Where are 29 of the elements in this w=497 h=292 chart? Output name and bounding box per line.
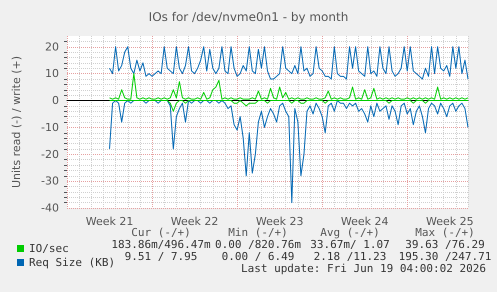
x-tick-label: Week 23 [256, 215, 304, 228]
text: 9.51 / 7.95 [124, 250, 198, 263]
x-tick-label: Week 25 [426, 215, 474, 228]
y-tick-label: 0 [52, 94, 59, 107]
text: Max (-/+) [415, 226, 475, 239]
text: Last update: Fri Jun 19 04:00:02 2026 [240, 262, 486, 275]
y-tick-label: 10 [45, 67, 59, 80]
text: 183.86m/496.47m [111, 238, 212, 251]
y-tick-label: -20 [41, 148, 59, 161]
text: 0.00 /820.76m [214, 238, 302, 251]
text: 33.67m/ 1.07 [310, 238, 390, 251]
text: 0.00 / 6.49 [222, 250, 294, 263]
y-tick-label: 20 [45, 40, 59, 54]
legend-label: IO/sec [29, 242, 69, 255]
x-tick-label: Week 22 [170, 215, 218, 228]
text: 2.18 /11.23 [314, 250, 386, 263]
chart-title: IOs for /dev/nvme0n1 - by month [148, 10, 348, 24]
text: Min (-/+) [228, 226, 288, 239]
x-tick-label: Week 24 [340, 215, 389, 228]
text: Avg (-/+) [320, 226, 380, 239]
text: Cur (-/+) [131, 226, 191, 239]
y-tick-label: -10 [41, 120, 59, 134]
text: 39.63 /76.29 [405, 238, 485, 251]
legend-label: Req Size (KB) [29, 256, 116, 269]
y-tick-label: -30 [41, 174, 59, 188]
x-tick-label: Week 21 [86, 215, 134, 228]
text: 195.30 /247.71 [398, 250, 492, 263]
y-tick-label: -40 [41, 202, 59, 214]
y-axis-title: Units read (-) / write (+) [10, 56, 23, 188]
